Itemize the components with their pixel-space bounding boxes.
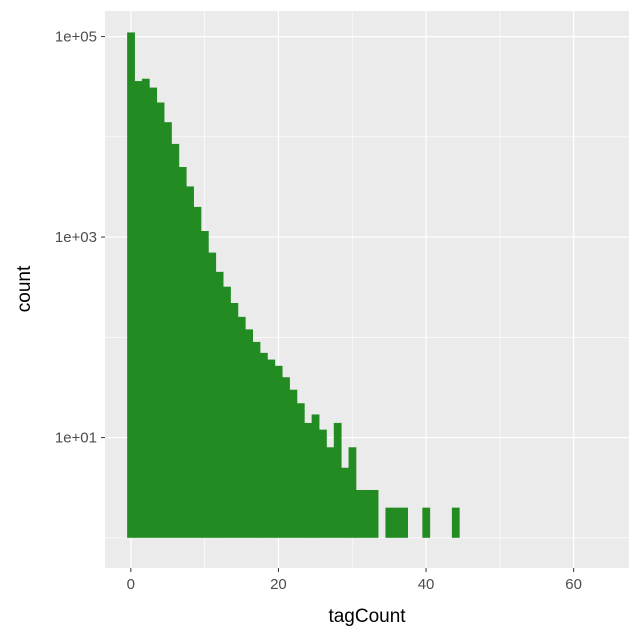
histogram-bar (149, 87, 158, 538)
histogram-bar (156, 102, 165, 538)
y-axis: 1e+01 1e+03 1e+05 (55, 29, 105, 447)
histogram-bar (164, 122, 172, 538)
histogram-bar (304, 422, 313, 538)
histogram-bar (392, 507, 401, 538)
histogram-bar (178, 167, 187, 538)
histogram-bar (252, 341, 261, 538)
histogram-bar (282, 377, 290, 538)
histogram-bar (267, 359, 276, 538)
histogram-bar (171, 143, 180, 538)
histogram-bar (259, 352, 268, 538)
histogram-bar (193, 206, 202, 538)
histogram-bar (245, 329, 254, 538)
x-axis: 0 20 40 60 (127, 568, 582, 593)
y-tick-label: 1e+01 (55, 430, 97, 447)
histogram-bar (348, 447, 357, 538)
histogram-bar (451, 507, 460, 538)
x-axis-title: tagCount (328, 606, 406, 627)
histogram-bar (296, 403, 305, 538)
histogram-bar (141, 78, 150, 538)
y-axis-title: count (14, 265, 35, 312)
histogram-bar (341, 467, 349, 538)
histogram-bar (215, 271, 224, 538)
y-tick-label: 1e+03 (55, 229, 97, 246)
histogram-bar (274, 365, 283, 538)
x-tick-label: 20 (270, 576, 287, 593)
histogram-bar (237, 316, 246, 538)
histogram-bar (355, 489, 364, 538)
histogram-bar (230, 303, 239, 538)
histogram-bar (208, 252, 217, 538)
histogram-bars (127, 32, 460, 538)
histogram-bar (370, 489, 379, 538)
histogram-bar (400, 507, 408, 538)
histogram-bar (333, 422, 342, 538)
histogram-bar (186, 186, 194, 538)
histogram-bar (363, 489, 372, 538)
histogram-bar (289, 389, 298, 538)
x-tick-label: 0 (127, 576, 135, 593)
histogram-bar (319, 429, 327, 538)
histogram-bar (422, 507, 431, 538)
histogram-bar (127, 32, 135, 538)
histogram-bar (223, 286, 231, 538)
x-tick-label: 40 (418, 576, 435, 593)
x-tick-label: 60 (565, 576, 582, 593)
histogram-bar (326, 447, 335, 538)
y-tick-label: 1e+05 (55, 29, 97, 46)
histogram-bar (200, 230, 209, 538)
histogram-bar (311, 414, 320, 538)
histogram-bar (385, 507, 394, 538)
histogram-bar (134, 81, 143, 538)
